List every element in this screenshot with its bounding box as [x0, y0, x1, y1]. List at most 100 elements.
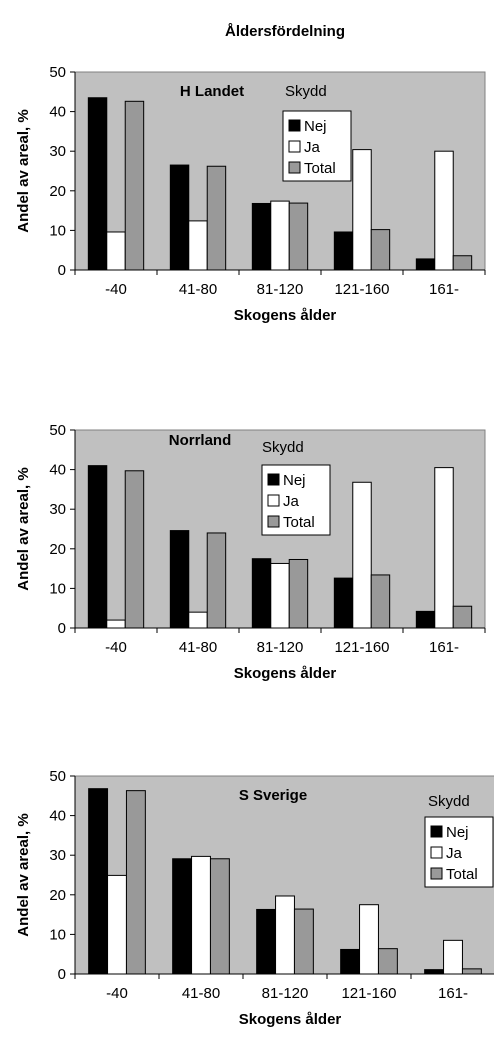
- y-tick-label-0: 0: [58, 262, 66, 279]
- y-axis-label-1: Andel av areal, %: [15, 109, 32, 232]
- legend-title-3: Skydd: [428, 793, 470, 810]
- bar-nej-41-80: [172, 858, 193, 975]
- panel-title-3: S Sverige: [239, 787, 307, 804]
- y-tick-label-20: 20: [49, 541, 66, 558]
- x-tick-label-161-: 161-: [429, 639, 459, 656]
- bar-ja-161-: [434, 467, 454, 629]
- x-tick-label--40: -40: [106, 985, 128, 1002]
- legend-swatch-ja: [267, 494, 280, 507]
- y-tick-label-0: 0: [58, 620, 66, 637]
- y-tick-label-50: 50: [49, 768, 66, 785]
- bar-nej--40: [87, 465, 108, 629]
- legend-swatch-total: [430, 867, 443, 880]
- bar-total-161-: [452, 255, 473, 271]
- x-tick-label-121-160: 121-160: [341, 985, 396, 1002]
- x-tick-label-121-160: 121-160: [334, 639, 389, 656]
- bar-nej--40: [87, 97, 108, 271]
- bar-nej-81-120: [256, 908, 277, 975]
- y-tick-label-20: 20: [49, 887, 66, 904]
- bar-nej-121-160: [333, 577, 354, 629]
- bar-ja-121-160: [352, 149, 372, 271]
- bar-ja--40: [106, 619, 126, 629]
- bar-nej-121-160: [340, 948, 361, 975]
- bar-total-81-120: [288, 202, 309, 271]
- bar-total-81-120: [293, 908, 314, 975]
- legend-label-nej: Nej: [283, 472, 306, 489]
- bar-ja-81-120: [270, 200, 290, 271]
- legend-label-ja: Ja: [304, 139, 321, 156]
- bar-total-41-80: [209, 858, 230, 975]
- bar-ja-41-80: [188, 611, 208, 629]
- y-tick-label-40: 40: [49, 104, 66, 121]
- x-tick-label-161-: 161-: [438, 985, 468, 1002]
- bar-total--40: [125, 790, 146, 975]
- bar-nej-41-80: [169, 530, 190, 629]
- bar-ja--40: [106, 231, 126, 271]
- figure-title: Åldersfördelning: [225, 23, 345, 40]
- bar-ja-161-: [443, 939, 463, 975]
- bar-nej-81-120: [251, 202, 272, 271]
- bar-ja--40: [107, 874, 127, 975]
- bar-ja-161-: [434, 150, 454, 271]
- x-tick-label--40: -40: [105, 281, 127, 298]
- x-axis-label-1: Skogens ålder: [234, 307, 337, 324]
- x-tick-label-41-80: 41-80: [179, 281, 217, 298]
- bar-nej-121-160: [333, 231, 354, 271]
- bar-ja-41-80: [188, 220, 208, 271]
- y-tick-label-40: 40: [49, 462, 66, 479]
- bar-ja-121-160: [352, 481, 372, 629]
- bar-total-41-80: [206, 165, 227, 271]
- bar-ja-81-120: [275, 895, 295, 975]
- legend-label-nej: Nej: [304, 118, 327, 135]
- legend-label-total: Total: [304, 160, 336, 177]
- bar-ja-81-120: [270, 562, 290, 629]
- legend-swatch-ja: [288, 140, 301, 153]
- bar-total-121-160: [370, 574, 391, 629]
- bar-total--40: [124, 470, 145, 629]
- legend-swatch-nej: [267, 473, 280, 486]
- legend-label-nej: Nej: [446, 824, 469, 841]
- x-tick-label-161-: 161-: [429, 281, 459, 298]
- legend-swatch-total: [267, 515, 280, 528]
- bar-total-161-: [452, 605, 473, 629]
- panel-title-2: Norrland: [169, 432, 232, 449]
- y-tick-label-10: 10: [49, 926, 66, 943]
- bar-nej--40: [88, 788, 109, 975]
- y-axis-label-2: Andel av areal, %: [15, 467, 32, 590]
- y-tick-label-30: 30: [49, 143, 66, 160]
- y-tick-label-10: 10: [49, 222, 66, 239]
- bar-nej-81-120: [251, 558, 272, 629]
- x-tick-label-81-120: 81-120: [262, 985, 309, 1002]
- x-tick-label--40: -40: [105, 639, 127, 656]
- bar-nej-161-: [415, 610, 436, 629]
- legend-title-2: Skydd: [262, 439, 304, 456]
- x-tick-label-121-160: 121-160: [334, 281, 389, 298]
- bar-total-81-120: [288, 558, 309, 629]
- bar-total-121-160: [377, 948, 398, 975]
- x-tick-label-41-80: 41-80: [179, 639, 217, 656]
- y-tick-label-30: 30: [49, 847, 66, 864]
- bar-total-121-160: [370, 229, 391, 271]
- bar-total-41-80: [206, 532, 227, 629]
- bar-ja-121-160: [359, 904, 379, 975]
- y-tick-label-20: 20: [49, 183, 66, 200]
- bar-total--40: [124, 100, 145, 271]
- legend-swatch-nej: [288, 119, 301, 132]
- panel-title-1: H Landet: [180, 83, 244, 100]
- x-tick-label-41-80: 41-80: [182, 985, 220, 1002]
- x-axis-label-2: Skogens ålder: [234, 665, 337, 682]
- y-tick-label-0: 0: [58, 966, 66, 983]
- y-tick-label-10: 10: [49, 580, 66, 597]
- legend-label-ja: Ja: [283, 493, 300, 510]
- y-tick-label-40: 40: [49, 808, 66, 825]
- x-tick-label-81-120: 81-120: [257, 281, 304, 298]
- legend-swatch-nej: [430, 825, 443, 838]
- legend-swatch-ja: [430, 846, 443, 859]
- bar-total-161-: [461, 968, 482, 975]
- x-tick-label-81-120: 81-120: [257, 639, 304, 656]
- legend-label-total: Total: [446, 866, 478, 883]
- legend-label-total: Total: [283, 514, 315, 531]
- legend-title-1: Skydd: [285, 83, 327, 100]
